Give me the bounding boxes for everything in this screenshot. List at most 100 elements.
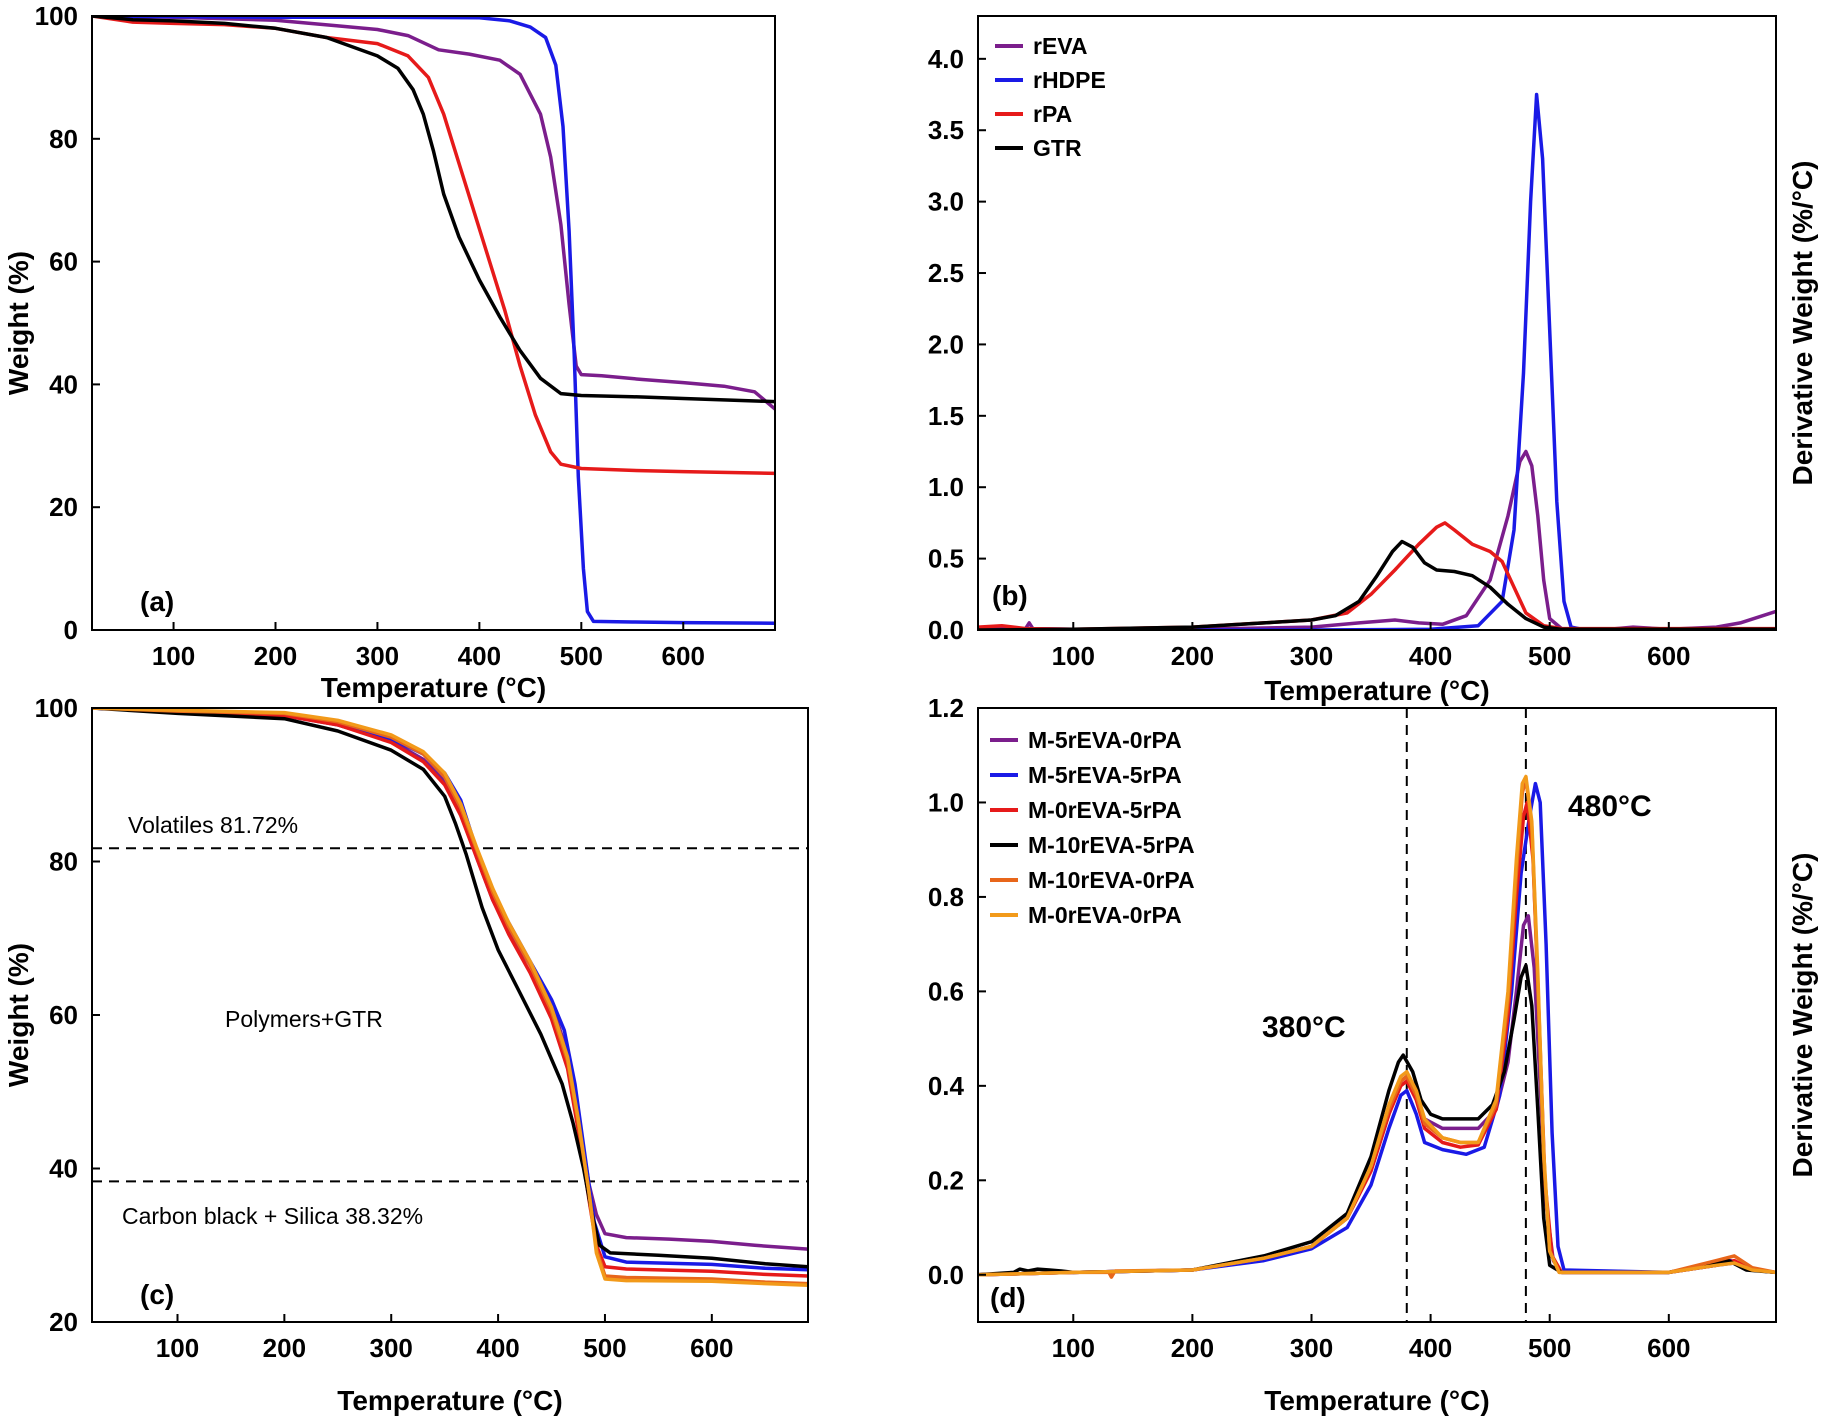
legend-label: M-5rEVA-5rPA bbox=[1028, 762, 1182, 788]
panel-label: (d) bbox=[990, 1282, 1026, 1313]
y-tick-label: 1.0 bbox=[928, 472, 964, 502]
series-group bbox=[978, 92, 1776, 630]
x-tick-label: 200 bbox=[1171, 641, 1214, 671]
y-tick-label: 100 bbox=[35, 1, 78, 31]
x-tick-label: 500 bbox=[560, 641, 603, 671]
x-axis-title: Temperature (°C) bbox=[321, 672, 546, 703]
legend: M-5rEVA-0rPA M-5rEVA-5rPA M-0rEVA-5rPA M-10… bbox=[990, 727, 1195, 928]
series-line-m-5reva-0rpa bbox=[978, 914, 1776, 1277]
panel-a: 100 200 300 400 500 600 0 20 40 60 80 100 Temperatur… bbox=[3, 1, 776, 703]
x-tick-label: 400 bbox=[458, 641, 501, 671]
y-tick-label: 80 bbox=[49, 124, 78, 154]
panel-label: (b) bbox=[992, 580, 1028, 611]
x-tick-label: 300 bbox=[356, 641, 399, 671]
legend-label: M-5rEVA-0rPA bbox=[1028, 727, 1182, 753]
series-line-reva bbox=[978, 449, 1776, 630]
y-axis-title: Derivative Weight (%/°C) bbox=[1787, 853, 1818, 1178]
series-line-rpa bbox=[92, 16, 775, 476]
x-tick-label: 100 bbox=[1052, 641, 1095, 671]
x-tick-label: 400 bbox=[476, 1333, 519, 1363]
x-tick-label: 600 bbox=[1647, 641, 1690, 671]
legend: rEVA rHDPE rPA GTR bbox=[995, 33, 1106, 161]
y-tick-label: 4.0 bbox=[928, 44, 964, 74]
annotation-residue: Carbon black + Silica 38.32% bbox=[122, 1203, 423, 1229]
series-line-m-10reva-5rpa bbox=[978, 963, 1776, 1277]
y-tick-label: 0.0 bbox=[928, 1260, 964, 1290]
x-tick-label: 400 bbox=[1409, 1333, 1452, 1363]
x-tick-label: 300 bbox=[1290, 641, 1333, 671]
y-tick-label: 0 bbox=[64, 615, 78, 645]
y-tick-label: 1.5 bbox=[928, 401, 964, 431]
x-tick-label: 500 bbox=[1528, 641, 1571, 671]
y-tick-label: 40 bbox=[49, 1154, 78, 1184]
series-line-m-10reva-5rpa bbox=[92, 708, 808, 1269]
y-tick-label: 20 bbox=[49, 492, 78, 522]
x-tick-label: 600 bbox=[662, 641, 705, 671]
legend-label: M-0rEVA-5rPA bbox=[1028, 797, 1182, 823]
annotation-volatiles: Volatiles 81.72% bbox=[128, 812, 298, 838]
legend-label: rHDPE bbox=[1033, 67, 1106, 93]
panel-label: (c) bbox=[140, 1279, 174, 1310]
y-tick-label: 100 bbox=[35, 693, 78, 723]
peak-label-380: 380°C bbox=[1262, 1011, 1346, 1044]
y-tick-label: 20 bbox=[49, 1307, 78, 1337]
x-tick-label: 100 bbox=[156, 1333, 199, 1363]
y-tick-label: 3.5 bbox=[928, 115, 964, 145]
x-tick-label: 300 bbox=[370, 1333, 413, 1363]
series-line-m-10reva-0rpa bbox=[92, 708, 808, 1286]
y-tick-label: 3.0 bbox=[928, 187, 964, 217]
series-line-m-0reva-0rpa bbox=[92, 708, 808, 1287]
y-tick-label: 2.5 bbox=[928, 258, 964, 288]
plot-frame bbox=[977, 707, 1777, 1323]
x-tick-label: 500 bbox=[1528, 1333, 1571, 1363]
x-tick-label: 100 bbox=[152, 641, 195, 671]
panel-c: Volatiles 81.72% Carbon black + Silica 38… bbox=[3, 693, 809, 1416]
y-tick-label: 1.0 bbox=[928, 787, 964, 817]
y-tick-label: 1.2 bbox=[928, 693, 964, 723]
x-axis-title: Temperature (°C) bbox=[1264, 1385, 1489, 1416]
series-line-rhdpe bbox=[978, 92, 1776, 630]
legend-label: GTR bbox=[1033, 135, 1082, 161]
panel-label: (a) bbox=[140, 586, 174, 617]
x-axis-title: Temperature (°C) bbox=[1264, 675, 1489, 706]
x-tick-label: 100 bbox=[1052, 1333, 1095, 1363]
series-line-gtr bbox=[92, 16, 775, 404]
y-tick-label: 0.8 bbox=[928, 882, 964, 912]
legend-label: M-0rEVA-0rPA bbox=[1028, 902, 1182, 928]
series-group bbox=[92, 708, 808, 1287]
x-tick-label: 500 bbox=[583, 1333, 626, 1363]
series-line-m-0reva-0rpa bbox=[978, 774, 1776, 1277]
legend-label: M-10rEVA-0rPA bbox=[1028, 867, 1195, 893]
legend-label: M-10rEVA-5rPA bbox=[1028, 832, 1195, 858]
plot-frame bbox=[977, 15, 1777, 631]
y-tick-label: 0.6 bbox=[928, 976, 964, 1006]
y-tick-label: 80 bbox=[49, 847, 78, 877]
y-tick-label: 0.2 bbox=[928, 1165, 964, 1195]
y-axis-title: Weight (%) bbox=[3, 943, 34, 1087]
y-tick-label: 0.4 bbox=[928, 1071, 965, 1101]
legend-label: rEVA bbox=[1033, 33, 1088, 59]
x-axis-title: Temperature (°C) bbox=[337, 1385, 562, 1416]
y-tick-label: 60 bbox=[49, 1000, 78, 1030]
x-tick-label: 400 bbox=[1409, 641, 1452, 671]
y-axis-title: Weight (%) bbox=[3, 251, 34, 395]
series-line-reva bbox=[92, 16, 775, 411]
peak-label-480: 480°C bbox=[1568, 790, 1652, 823]
series-line-rhdpe bbox=[92, 16, 775, 625]
panel-b: 100 200 300 400 500 600 0.0 0.5 1.0 1.5 2.0 2.5 3.0 3… bbox=[928, 15, 1818, 706]
y-tick-label: 60 bbox=[49, 247, 78, 277]
x-tick-label: 200 bbox=[254, 641, 297, 671]
x-tick-label: 200 bbox=[263, 1333, 306, 1363]
legend-label: rPA bbox=[1033, 101, 1072, 127]
x-tick-label: 600 bbox=[1647, 1333, 1690, 1363]
series-group bbox=[92, 16, 775, 625]
x-tick-label: 300 bbox=[1290, 1333, 1333, 1363]
x-tick-label: 200 bbox=[1171, 1333, 1214, 1363]
y-tick-label: 0.0 bbox=[928, 615, 964, 645]
y-tick-label: 0.5 bbox=[928, 544, 964, 574]
y-axis-title: Derivative Weight (%/°C) bbox=[1787, 161, 1818, 486]
panel-d: 380°C 480°C 100 200 300 400 500 600 0.0 0.2 0.4 0.6… bbox=[928, 693, 1818, 1416]
y-tick-label: 2.0 bbox=[928, 329, 964, 359]
series-line-gtr bbox=[978, 539, 1776, 630]
